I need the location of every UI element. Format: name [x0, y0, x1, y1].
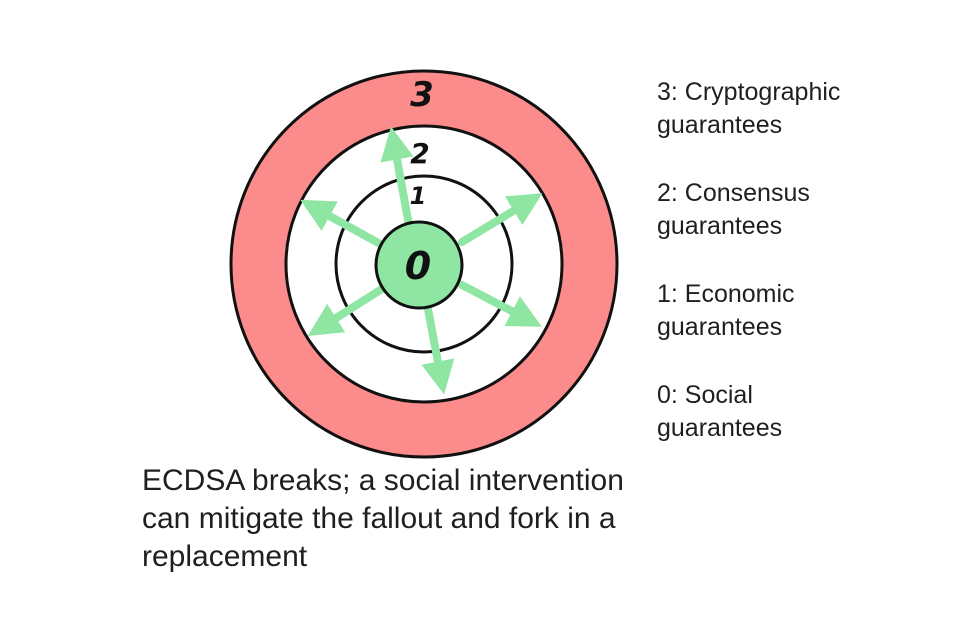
- legend-item-2: 2: Consensus guarantees: [657, 177, 947, 243]
- legend-item-2-line2: guarantees: [657, 212, 783, 240]
- ring-0-number: 0: [405, 244, 431, 288]
- caption-line-2: can mitigate the fallout and fork in a: [142, 502, 616, 535]
- ring-0-social: [374, 220, 464, 310]
- legend: 3: Cryptographic guarantees 2: Consensus…: [657, 76, 947, 480]
- legend-item-3-line2: guarantees: [657, 111, 783, 139]
- legend-item-1: 1: Economic guarantees: [657, 278, 947, 344]
- caption-line-1: ECDSA breaks; a social intervention: [142, 464, 624, 497]
- caption-line-3: replacement: [142, 540, 308, 573]
- legend-item-1-line1: 1: Economic: [657, 280, 795, 308]
- legend-item-0-line1: 0: Social: [657, 381, 753, 409]
- ring-1-number: 1: [410, 182, 427, 210]
- arrow-down-left: [307, 283, 389, 337]
- arrow-down: [421, 300, 455, 395]
- legend-item-2-line1: 2: Consensus: [657, 179, 810, 207]
- ring-2-number: 2: [410, 137, 429, 170]
- caption: ECDSA breaks; a social intervention can …: [142, 462, 722, 576]
- legend-item-0: 0: Social guarantees: [657, 379, 947, 445]
- legend-item-1-line2: guarantees: [657, 313, 783, 341]
- ring-3-number: 3: [410, 75, 434, 115]
- arrow-up: [380, 126, 414, 229]
- arrows-group: [300, 126, 543, 395]
- arrow-down-right: [458, 281, 542, 327]
- arrow-up-left: [300, 199, 386, 249]
- legend-item-3-line1: 3: Cryptographic: [657, 78, 841, 106]
- legend-item-0-line2: guarantees: [657, 414, 783, 442]
- arrow-up-right: [458, 193, 543, 246]
- legend-item-3: 3: Cryptographic guarantees: [657, 76, 947, 142]
